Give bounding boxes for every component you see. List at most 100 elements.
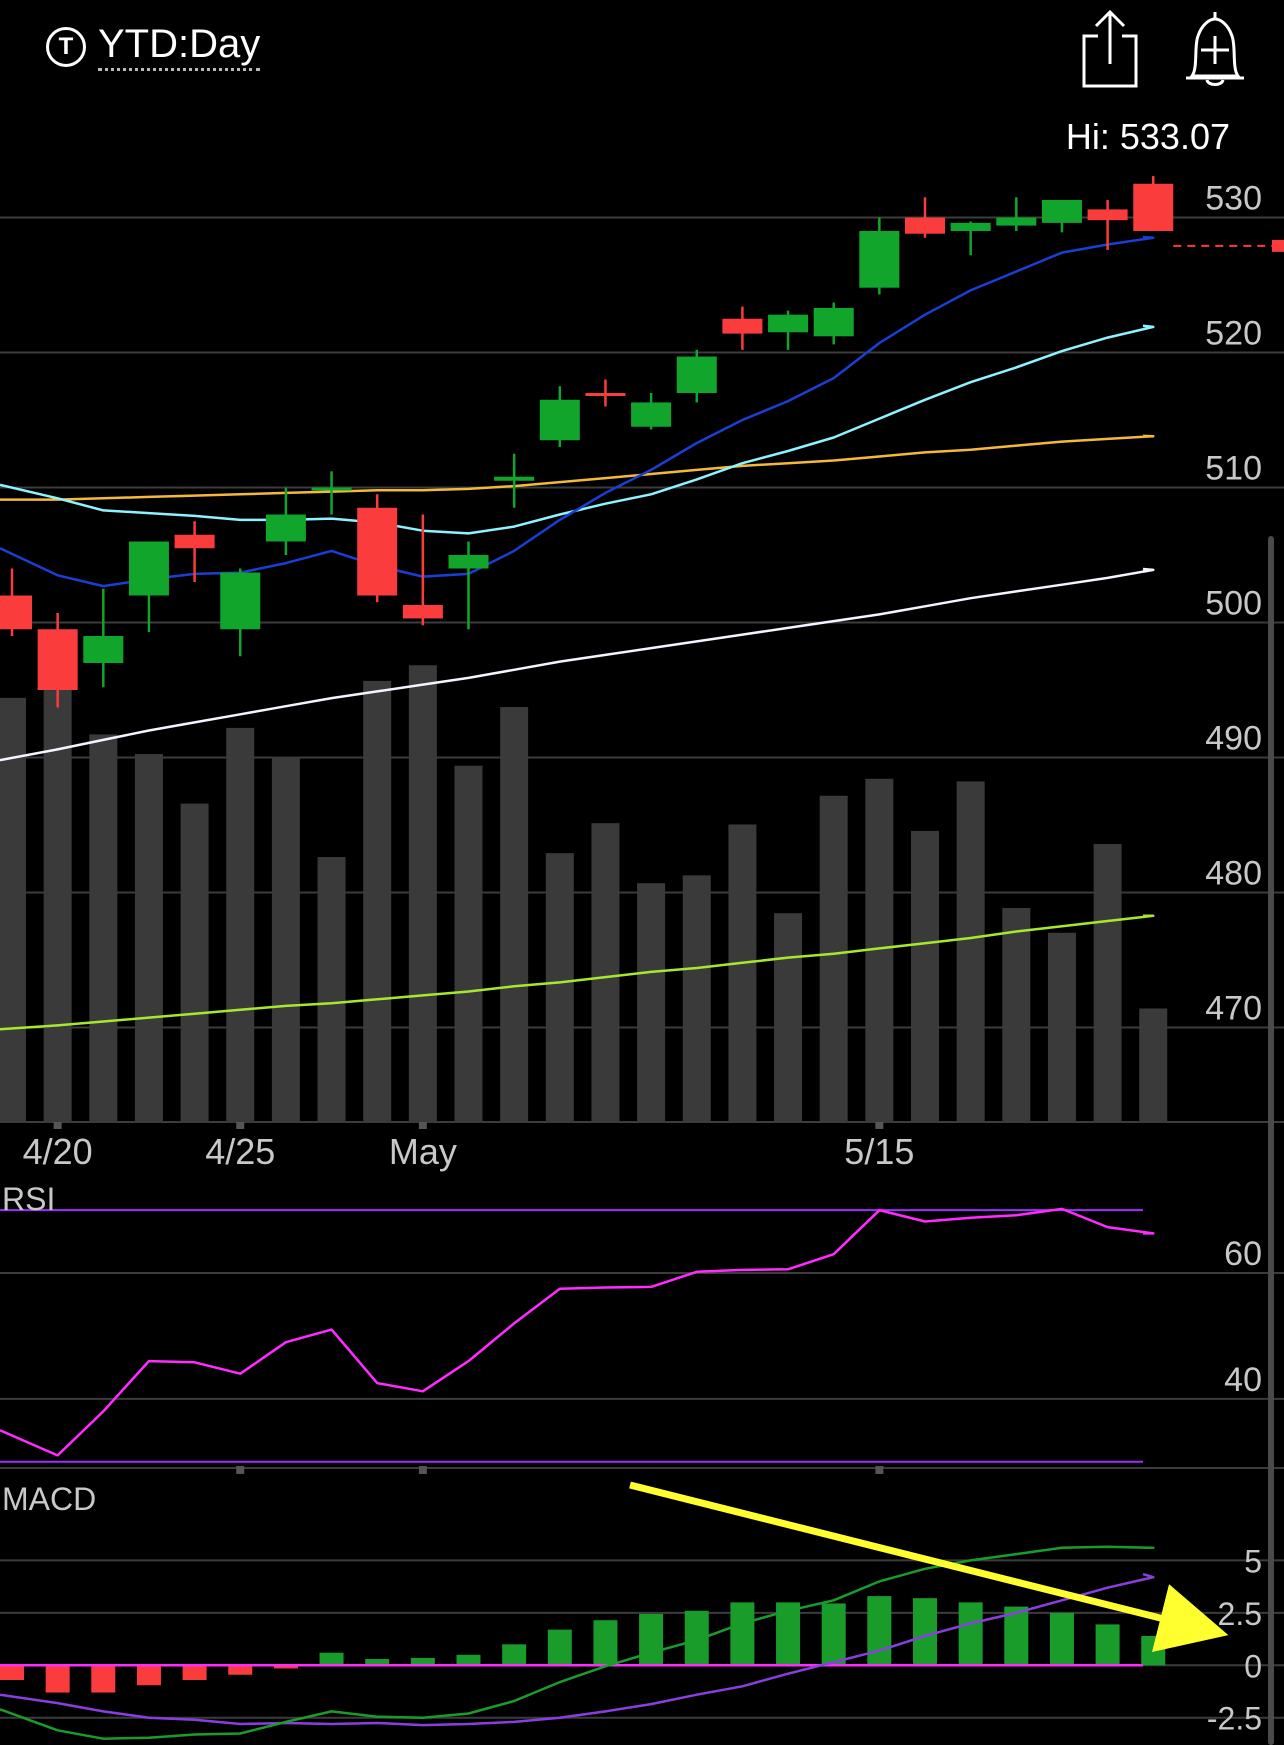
ema-long-line: [0, 434, 1155, 501]
volume-bar: [134, 753, 163, 1122]
macd-histogram-bar: [821, 1603, 846, 1666]
candle-body: [37, 629, 78, 690]
candle-body: [676, 356, 717, 393]
volume-bar: [271, 756, 300, 1122]
last-price-marker: [1272, 239, 1284, 252]
price-tick-label: 480: [1205, 855, 1262, 893]
ma200-line: [0, 567, 1155, 762]
bell-plus-icon: [1186, 12, 1244, 86]
candle-body: [1133, 183, 1174, 231]
price-tick-label: 530: [1205, 180, 1262, 218]
macd-histogram-bar: [958, 1602, 983, 1666]
volume-bar: [0, 697, 26, 1122]
volume-bar: [956, 781, 985, 1122]
candle-body: [311, 487, 352, 491]
share-icon: [1082, 9, 1138, 88]
candle-body: [950, 222, 991, 231]
macd-tick-label: 0: [1244, 1648, 1262, 1684]
macd-tick-label: 2.5: [1218, 1596, 1262, 1632]
candle-body: [0, 595, 32, 630]
volume-bar: [43, 658, 72, 1122]
timezone-badge: T: [46, 26, 86, 67]
range-selector[interactable]: T YTD:Day: [46, 22, 261, 71]
candle-body: [1087, 209, 1128, 221]
range-label[interactable]: YTD:Day: [98, 22, 261, 71]
share-button[interactable]: [1076, 8, 1146, 88]
x-tick-mark: [875, 1121, 884, 1129]
macd-histogram-bar: [410, 1657, 435, 1666]
macd-histogram-bar: [1004, 1606, 1029, 1666]
volume-bar: [454, 765, 483, 1122]
volume-bars: [0, 658, 1168, 1122]
candle-body: [402, 604, 443, 619]
x-tick-label: 5/15: [844, 1131, 914, 1172]
macd-histogram-bar: [182, 1665, 207, 1680]
candle-body: [585, 393, 626, 396]
macd-histogram-bar: [913, 1598, 937, 1666]
candle-body: [357, 507, 398, 596]
macd-histogram-bar: [1049, 1612, 1074, 1666]
macd-histogram-bar: [867, 1596, 892, 1666]
candle-body: [265, 514, 306, 542]
macd-signal-line: [0, 1572, 1155, 1727]
macd-histogram-bar: [0, 1665, 24, 1680]
volume-bar: [408, 665, 437, 1122]
macd-histogram-bar: [547, 1629, 572, 1666]
volume-bar: [89, 734, 118, 1122]
macd-histogram-bar: [456, 1654, 481, 1666]
volume-bar: [545, 853, 574, 1122]
macd-histogram-bar: [365, 1659, 390, 1666]
price-tick-label: 500: [1205, 585, 1262, 623]
price-lines: [0, 235, 1284, 762]
rsi-x-tick-mark: [418, 1466, 427, 1474]
candle-body: [448, 555, 489, 569]
macd-histogram-bar: [1141, 1635, 1166, 1666]
scrollbar[interactable]: [1268, 536, 1274, 1745]
ema-mid-line: [0, 324, 1155, 535]
volume-bar: [774, 913, 803, 1122]
alert-button[interactable]: [1180, 8, 1250, 88]
volume-bar: [180, 803, 209, 1122]
macd-histogram-bar: [45, 1665, 70, 1693]
volume-bar: [682, 875, 711, 1122]
candle-body: [859, 231, 900, 288]
rsi-tick-label: 60: [1224, 1235, 1262, 1273]
price-tick-label: 490: [1205, 720, 1262, 758]
candle-body: [996, 217, 1037, 226]
x-tick-label: May: [389, 1131, 457, 1172]
macd-histogram-bar: [228, 1665, 253, 1675]
grid-lines: [0, 216, 1284, 1719]
candle-body: [83, 636, 124, 663]
macd-histogram-bar: [136, 1665, 161, 1686]
indicator-panels: [0, 1207, 1229, 1740]
x-tick-mark: [236, 1121, 245, 1129]
axis-labels: 470 480 490 500 510 520 530 4/20 4/25 May 5/15 RSI 4…: [2, 180, 1262, 1737]
rsi-title: RSI: [2, 1181, 55, 1217]
price-tick-label: 510: [1205, 450, 1262, 488]
volume-bar: [1093, 844, 1122, 1122]
volume-bar: [363, 680, 392, 1122]
candle-body: [220, 572, 261, 630]
volume-ma-line: [0, 914, 1155, 1031]
candle-body: [813, 307, 854, 337]
volume-bar: [226, 727, 255, 1122]
ema-short-line: [0, 235, 1155, 588]
candle-body: [174, 534, 215, 549]
volume-bar: [819, 795, 848, 1122]
price-tick-label: 470: [1205, 990, 1262, 1028]
high-price-label: Hi: 533.07: [1065, 116, 1230, 157]
macd-line: [0, 1545, 1155, 1740]
volume-bar: [591, 823, 620, 1122]
macd-title: MACD: [2, 1481, 96, 1517]
macd-histogram-bar: [639, 1613, 664, 1666]
macd-histogram-bar: [319, 1652, 344, 1666]
volume-bar: [1002, 907, 1031, 1122]
volume-bar: [728, 824, 757, 1122]
rsi-tick-label: 40: [1224, 1361, 1262, 1399]
macd-tick-label: 5: [1244, 1543, 1262, 1579]
x-tick-label: 4/20: [23, 1131, 93, 1172]
macd-histogram-bar: [502, 1644, 527, 1666]
macd-tick-label: -2.5: [1207, 1701, 1262, 1737]
price-tick-label: 520: [1205, 315, 1262, 353]
